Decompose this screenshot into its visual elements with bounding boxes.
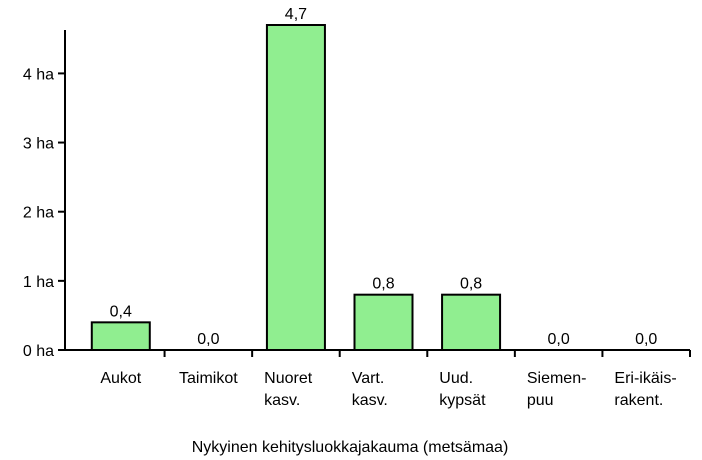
value-label: 0,0: [548, 331, 570, 348]
value-label: 0,4: [110, 303, 132, 320]
x-tick-label: Uud. kypsät: [439, 370, 486, 409]
value-label: 0,8: [372, 276, 394, 293]
x-tick-label-line: rakent.: [614, 392, 663, 409]
value-label: 0,0: [635, 331, 657, 348]
value-label: 0,0: [197, 331, 219, 348]
x-tick-label-line: Taimikot: [179, 370, 238, 387]
x-tick-label-line: Nuoret: [264, 370, 313, 387]
x-tick-label-line: Siemen-: [527, 370, 587, 387]
x-tick-label-line: Vart.: [352, 370, 385, 387]
x-tick-label-line: kypsät: [439, 392, 486, 409]
x-tick-label-line: kasv.: [264, 392, 300, 409]
bar: [353, 293, 414, 351]
x-tick-label: Siemen-puu: [527, 370, 587, 409]
x-tick-label: Taimikot: [179, 370, 238, 387]
x-tick-label-line: kasv.: [352, 392, 388, 409]
x-tick-label: Aukot: [100, 370, 141, 387]
x-axis-title: Nykyinen kehitysluokkajakauma (metsämaa): [192, 439, 509, 456]
y-tick-label: 0 ha: [23, 343, 54, 360]
y-tick-label: 4 ha: [23, 66, 54, 83]
value-label: 0,8: [460, 276, 482, 293]
x-tick-label: Vart. kasv.: [352, 370, 388, 409]
x-tick-label: Eri-ikäis-rakent.: [614, 370, 676, 409]
x-tick-label-line: Eri-ikäis-: [614, 370, 676, 387]
y-tick-label: 1 ha: [23, 274, 54, 291]
y-tick-label: 3 ha: [23, 136, 54, 153]
y-tick-label: 2 ha: [23, 205, 54, 222]
value-label: 4,7: [285, 6, 307, 23]
x-tick-label-line: puu: [527, 392, 554, 409]
x-tick-label-line: Aukot: [100, 370, 141, 387]
x-tick-label: Nuoret kasv.: [264, 370, 313, 409]
bar: [265, 24, 326, 351]
x-tick-label-line: Uud.: [439, 370, 473, 387]
bar: [90, 321, 151, 351]
bar: [441, 293, 502, 351]
